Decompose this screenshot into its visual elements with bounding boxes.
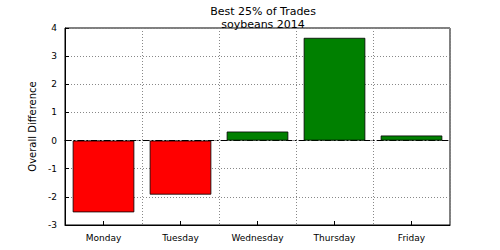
svg-text:3: 3 <box>51 51 57 61</box>
svg-text:Best 25% of Trades: Best 25% of Trades <box>210 5 316 18</box>
svg-text:-1: -1 <box>48 164 57 174</box>
svg-text:2: 2 <box>51 79 57 89</box>
svg-text:0: 0 <box>51 136 57 146</box>
svg-text:Friday: Friday <box>398 233 426 243</box>
svg-text:1: 1 <box>51 107 57 117</box>
svg-text:Wednesday: Wednesday <box>231 233 284 243</box>
svg-text:-3: -3 <box>48 220 57 230</box>
svg-text:soybeans 2014: soybeans 2014 <box>221 18 305 31</box>
svg-text:Monday: Monday <box>86 233 122 243</box>
svg-text:4: 4 <box>51 23 57 33</box>
svg-text:Overall Difference: Overall Difference <box>27 81 38 171</box>
svg-text:Thursday: Thursday <box>313 233 357 243</box>
svg-text:Tuesday: Tuesday <box>161 233 199 243</box>
svg-text:-2: -2 <box>48 192 57 202</box>
